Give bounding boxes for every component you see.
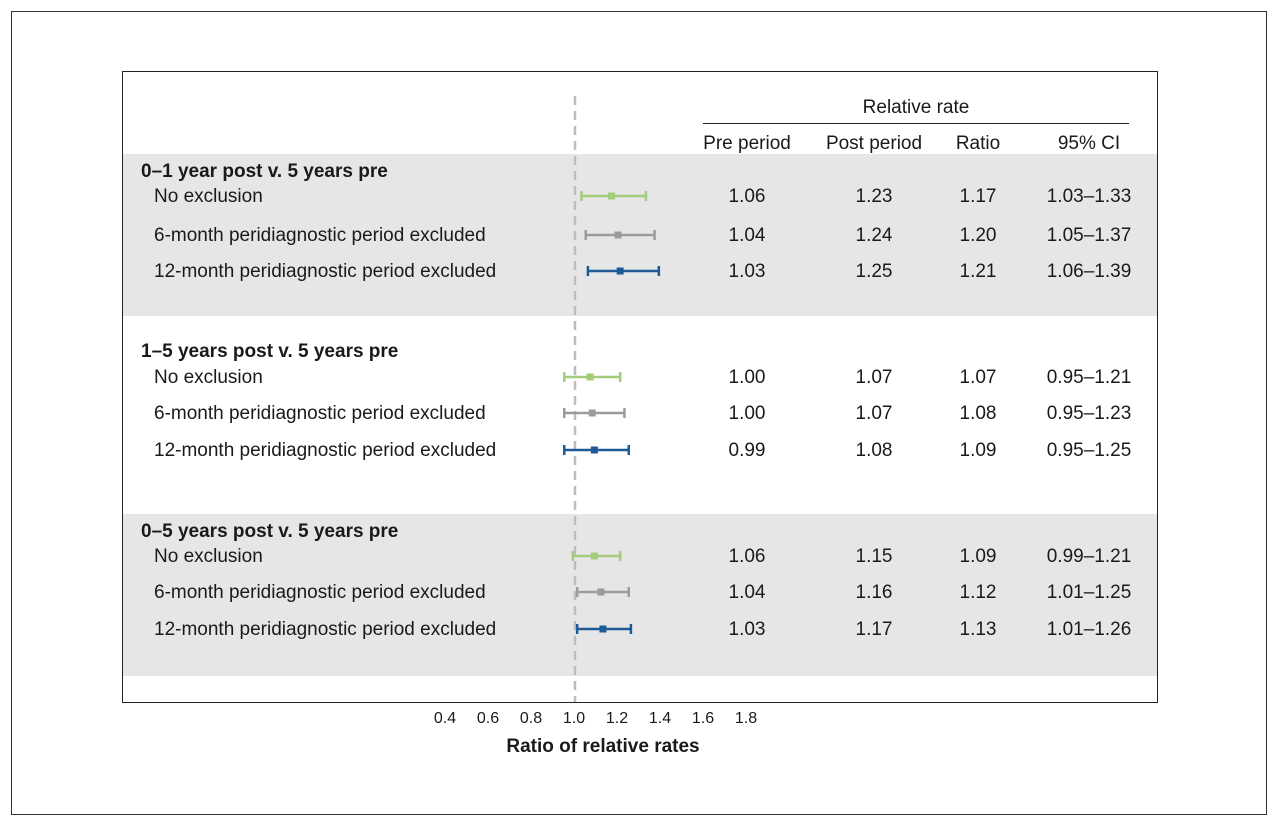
x-tick-label: 1.8 [734, 710, 758, 727]
point-estimate [588, 409, 596, 417]
pre-period-value: 1.03 [728, 261, 766, 282]
row-label: No exclusion [154, 186, 263, 207]
pre-period-value: 1.03 [728, 619, 766, 640]
ratio-header: Ratio [955, 133, 1001, 154]
ci-value: 1.03–1.33 [1046, 186, 1132, 207]
group-title: 0–5 years post v. 5 years pre [141, 521, 399, 542]
ratio-value: 1.08 [959, 403, 997, 424]
point-estimate [608, 192, 616, 200]
row-label: 6-month peridiagnostic period excluded [154, 582, 486, 603]
ratio-value: 1.17 [959, 186, 997, 207]
row-label: 12-month peridiagnostic period excluded [154, 261, 497, 282]
x-tick-label: 1.2 [605, 710, 629, 727]
row-label: 6-month peridiagnostic period excluded [154, 403, 486, 424]
pre-period-value: 1.04 [728, 225, 766, 246]
post-period-value: 1.15 [855, 546, 893, 567]
ci-value: 1.05–1.37 [1046, 225, 1132, 246]
point-estimate [616, 267, 624, 275]
post-period-value: 1.24 [855, 225, 893, 246]
post-period-value: 1.16 [855, 582, 893, 603]
relative-rate-header: Relative rate [703, 97, 1129, 124]
ci-value: 1.01–1.26 [1046, 619, 1132, 640]
post-period-value: 1.07 [855, 367, 893, 388]
x-tick-label: 1.4 [648, 710, 672, 727]
ci-value: 0.99–1.21 [1046, 546, 1132, 567]
x-tick-label: 0.4 [433, 710, 457, 727]
outer-frame [11, 11, 1267, 815]
ratio-value: 1.07 [959, 367, 997, 388]
post-period-value: 1.17 [855, 619, 893, 640]
row-label: No exclusion [154, 546, 263, 567]
pre-period-value: 1.04 [728, 582, 766, 603]
ci-value: 1.01–1.25 [1046, 582, 1132, 603]
point-estimate [586, 373, 594, 381]
x-tick-label: 0.8 [519, 710, 543, 727]
ci-value: 1.06–1.39 [1046, 261, 1132, 282]
x-tick-label: 1.6 [691, 710, 715, 727]
ratio-value: 1.12 [959, 582, 997, 603]
forest-plot-marks [563, 96, 661, 702]
ratio-value: 1.13 [959, 619, 997, 640]
ci-value: 0.95–1.23 [1046, 403, 1132, 424]
post-period-header: Post period [825, 133, 923, 154]
forest-plot-panel: Relative rate Pre period Post period Rat… [122, 71, 1158, 703]
ratio-value: 1.20 [959, 225, 997, 246]
x-axis-label: Ratio of relative rates [506, 736, 700, 757]
group-title: 1–5 years post v. 5 years pre [141, 341, 399, 362]
x-tick-label: 1.0 [562, 710, 586, 727]
row-label: 6-month peridiagnostic period excluded [154, 225, 486, 246]
group-title: 0–1 year post v. 5 years pre [141, 161, 388, 182]
pre-period-value: 1.06 [728, 546, 766, 567]
ratio-value: 1.09 [959, 546, 997, 567]
group-band-3 [123, 514, 1157, 676]
post-period-value: 1.07 [855, 403, 893, 424]
pre-period-value: 1.06 [728, 186, 766, 207]
point-estimate [597, 588, 605, 596]
post-period-value: 1.08 [855, 440, 893, 461]
ci-header: 95% CI [1057, 133, 1121, 154]
point-estimate [590, 552, 598, 560]
ci-value: 0.95–1.25 [1046, 440, 1132, 461]
point-estimate [614, 231, 622, 239]
point-estimate [590, 446, 598, 454]
x-tick-label: 0.6 [476, 710, 500, 727]
ratio-value: 1.21 [959, 261, 997, 282]
ci-value: 0.95–1.21 [1046, 367, 1132, 388]
row-label: 12-month peridiagnostic period excluded [154, 440, 497, 461]
point-estimate [599, 625, 607, 633]
pre-period-value: 1.00 [728, 403, 766, 424]
ratio-value: 1.09 [959, 440, 997, 461]
row-label: No exclusion [154, 367, 263, 388]
row-label: 12-month peridiagnostic period excluded [154, 619, 497, 640]
pre-period-header: Pre period [703, 133, 791, 154]
pre-period-value: 1.00 [728, 367, 766, 388]
post-period-value: 1.25 [855, 261, 893, 282]
pre-period-value: 0.99 [728, 440, 766, 461]
post-period-value: 1.23 [855, 186, 893, 207]
